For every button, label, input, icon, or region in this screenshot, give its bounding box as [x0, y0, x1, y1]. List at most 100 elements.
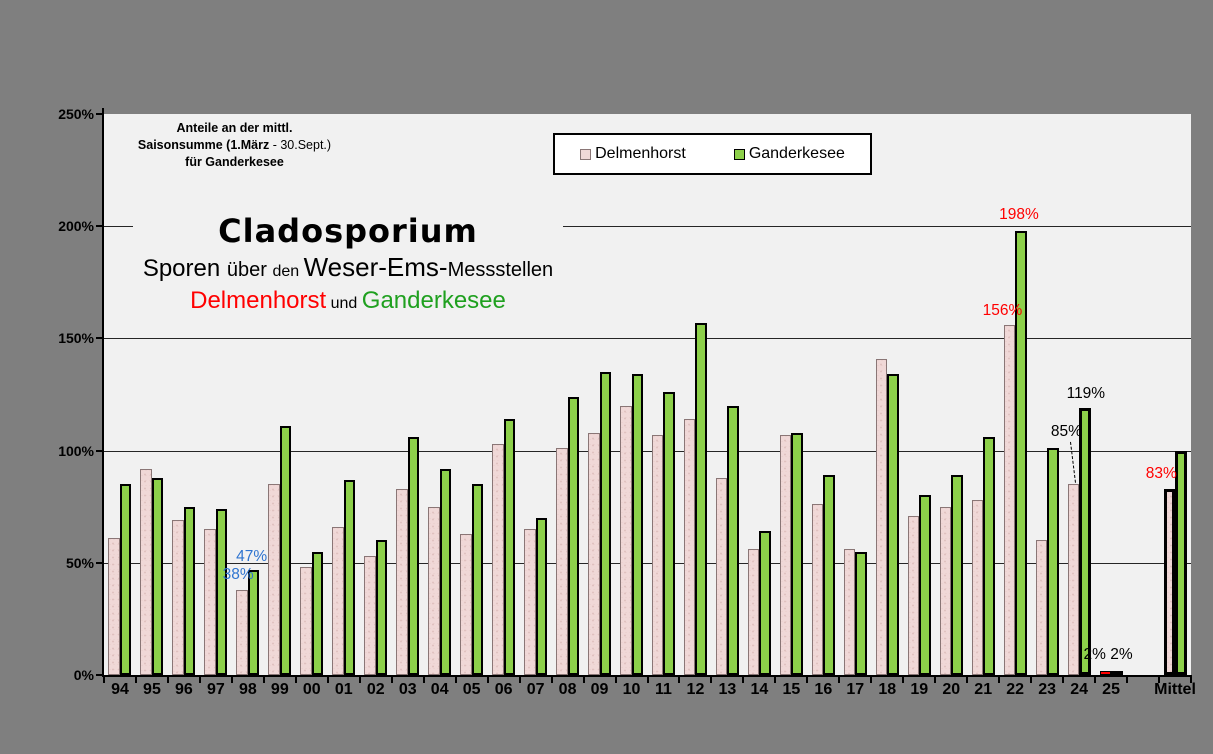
title-segment: über: [226, 259, 273, 281]
annotation-198-: 198%: [999, 205, 1039, 223]
bar-delmenhorst-06: [492, 443, 504, 675]
x-tick-1: [134, 677, 137, 683]
x-tick-33: [1158, 677, 1161, 683]
y-tick-100: [96, 449, 102, 452]
legend-item-ganderkesee: Ganderkesee: [733, 145, 845, 163]
x-axis-label-25: 25: [1102, 681, 1120, 698]
x-tick-29: [1030, 677, 1033, 683]
x-tick-10: [422, 677, 425, 683]
annotation-85-: 85%: [1050, 423, 1082, 441]
title-segment: Weser-Ems-: [303, 252, 448, 282]
bar-delmenhorst-18: [875, 358, 888, 675]
bar-ganderkesee-Mittel: [1175, 450, 1187, 675]
bar-delmenhorst-17: [843, 549, 856, 675]
bar-ganderkesee-04: [439, 468, 452, 675]
x-tick-2: [166, 677, 169, 683]
bar-delmenhorst-23: [1035, 540, 1048, 675]
x-axis-label-03: 03: [398, 681, 417, 698]
bar-ganderkesee-11: [663, 392, 675, 675]
y-axis-label-150: 150%: [58, 330, 94, 347]
chart-subtitle-stations: Delmenhorst und Ganderkesee: [133, 287, 563, 318]
bar-delmenhorst-10: [620, 405, 632, 675]
bar-delmenhorst-16: [811, 504, 824, 675]
annotation-83-: 83%: [1145, 464, 1177, 482]
bar-ganderkesee-97: [215, 508, 228, 675]
x-tick-7: [326, 677, 329, 683]
x-tick-17: [646, 677, 649, 683]
x-tick-15: [582, 677, 585, 683]
info-line-2-segment: - 30.Sept.): [269, 138, 332, 152]
info-line-1: Anteile an der mittl.: [176, 121, 293, 135]
x-axis-label-96: 96: [175, 681, 193, 698]
x-axis-label-02: 02: [366, 681, 385, 698]
bar-delmenhorst-19: [907, 515, 920, 675]
y-axis-label-0: 0%: [73, 667, 94, 683]
x-axis-label-24: 24: [1070, 681, 1088, 698]
y-axis-label-250: 250%: [58, 106, 94, 122]
bar-ganderkesee-10: [631, 374, 643, 675]
x-axis-label-12: 12: [686, 681, 705, 698]
x-tick-26: [934, 677, 937, 683]
chart-subtitle: Sporen über den Weser-Ems-Messstellen: [133, 252, 563, 287]
bar-ganderkesee-09: [599, 372, 612, 675]
bar-ganderkesee-18: [887, 374, 899, 675]
bar-delmenhorst-08: [556, 448, 568, 675]
bar-delmenhorst-97: [204, 529, 216, 675]
annotation-38-: 38%: [222, 565, 254, 583]
x-axis-label-98: 98: [238, 681, 257, 698]
x-tick-13: [518, 677, 521, 683]
bar-ganderkesee-05: [471, 484, 484, 675]
x-axis-label-11: 11: [655, 681, 672, 698]
bar-ganderkesee-15: [791, 432, 803, 675]
x-tick-9: [390, 677, 393, 683]
bar-ganderkesee-02: [375, 540, 388, 675]
bar-ganderkesee-14: [759, 531, 771, 675]
x-axis-label-05: 05: [462, 681, 481, 698]
bar-ganderkesee-23: [1047, 448, 1059, 675]
x-axis-label-14: 14: [750, 681, 769, 698]
y-tick-200: [96, 225, 102, 228]
y-axis-line: [102, 108, 104, 677]
info-box: Anteile an der mittl. Saisonsumme (1.Mär…: [112, 120, 357, 171]
x-tick-31: [1094, 677, 1097, 683]
bar-ganderkesee-95: [151, 477, 164, 675]
x-axis-label-18: 18: [878, 681, 897, 698]
x-axis-label-04: 04: [430, 681, 449, 698]
title-segment: Messstellen: [447, 259, 554, 281]
x-tick-6: [294, 677, 297, 683]
x-axis-label-13: 13: [718, 681, 737, 698]
x-axis-label-15: 15: [782, 681, 801, 698]
x-axis-label-Mittel: Mittel: [1154, 681, 1196, 698]
gridline-150: [104, 338, 1191, 340]
x-axis-label-07: 07: [526, 681, 545, 698]
x-axis-label-97: 97: [206, 681, 225, 698]
y-axis-label-100: 100%: [58, 442, 94, 459]
x-axis-label-08: 08: [558, 681, 577, 698]
annotation-156-: 156%: [982, 301, 1023, 319]
bar-ganderkesee-06: [503, 419, 516, 675]
y-tick-50: [96, 561, 102, 564]
x-tick-27: [966, 677, 969, 683]
bar-delmenhorst-14: [747, 549, 760, 675]
y-tick-250: [96, 113, 102, 115]
x-axis-label-23: 23: [1038, 681, 1057, 698]
x-tick-0: [103, 677, 105, 683]
x-tick-4: [230, 677, 233, 683]
bar-delmenhorst-09: [588, 432, 600, 675]
x-tick-16: [614, 677, 617, 683]
x-tick-3: [198, 677, 201, 683]
bar-delmenhorst-02: [364, 556, 376, 675]
plot-area: [104, 114, 1191, 675]
x-tick-18: [678, 677, 681, 683]
x-axis-label-06: 06: [494, 681, 513, 698]
x-axis-label-09: 09: [590, 681, 609, 698]
bar-delmenhorst-25: [1099, 670, 1112, 675]
x-axis-label-01: 01: [334, 681, 353, 698]
info-line-2: Saisonsumme (1.März - 30.Sept.): [112, 137, 357, 154]
bar-delmenhorst-20: [939, 506, 952, 675]
x-axis-label-21: 21: [974, 681, 993, 698]
bar-delmenhorst-00: [300, 567, 312, 675]
annotation-2-2-: 2% 2%: [1083, 645, 1133, 663]
x-tick-12: [486, 677, 489, 683]
legend-label-delmenhorst: Delmenhorst: [595, 145, 686, 162]
